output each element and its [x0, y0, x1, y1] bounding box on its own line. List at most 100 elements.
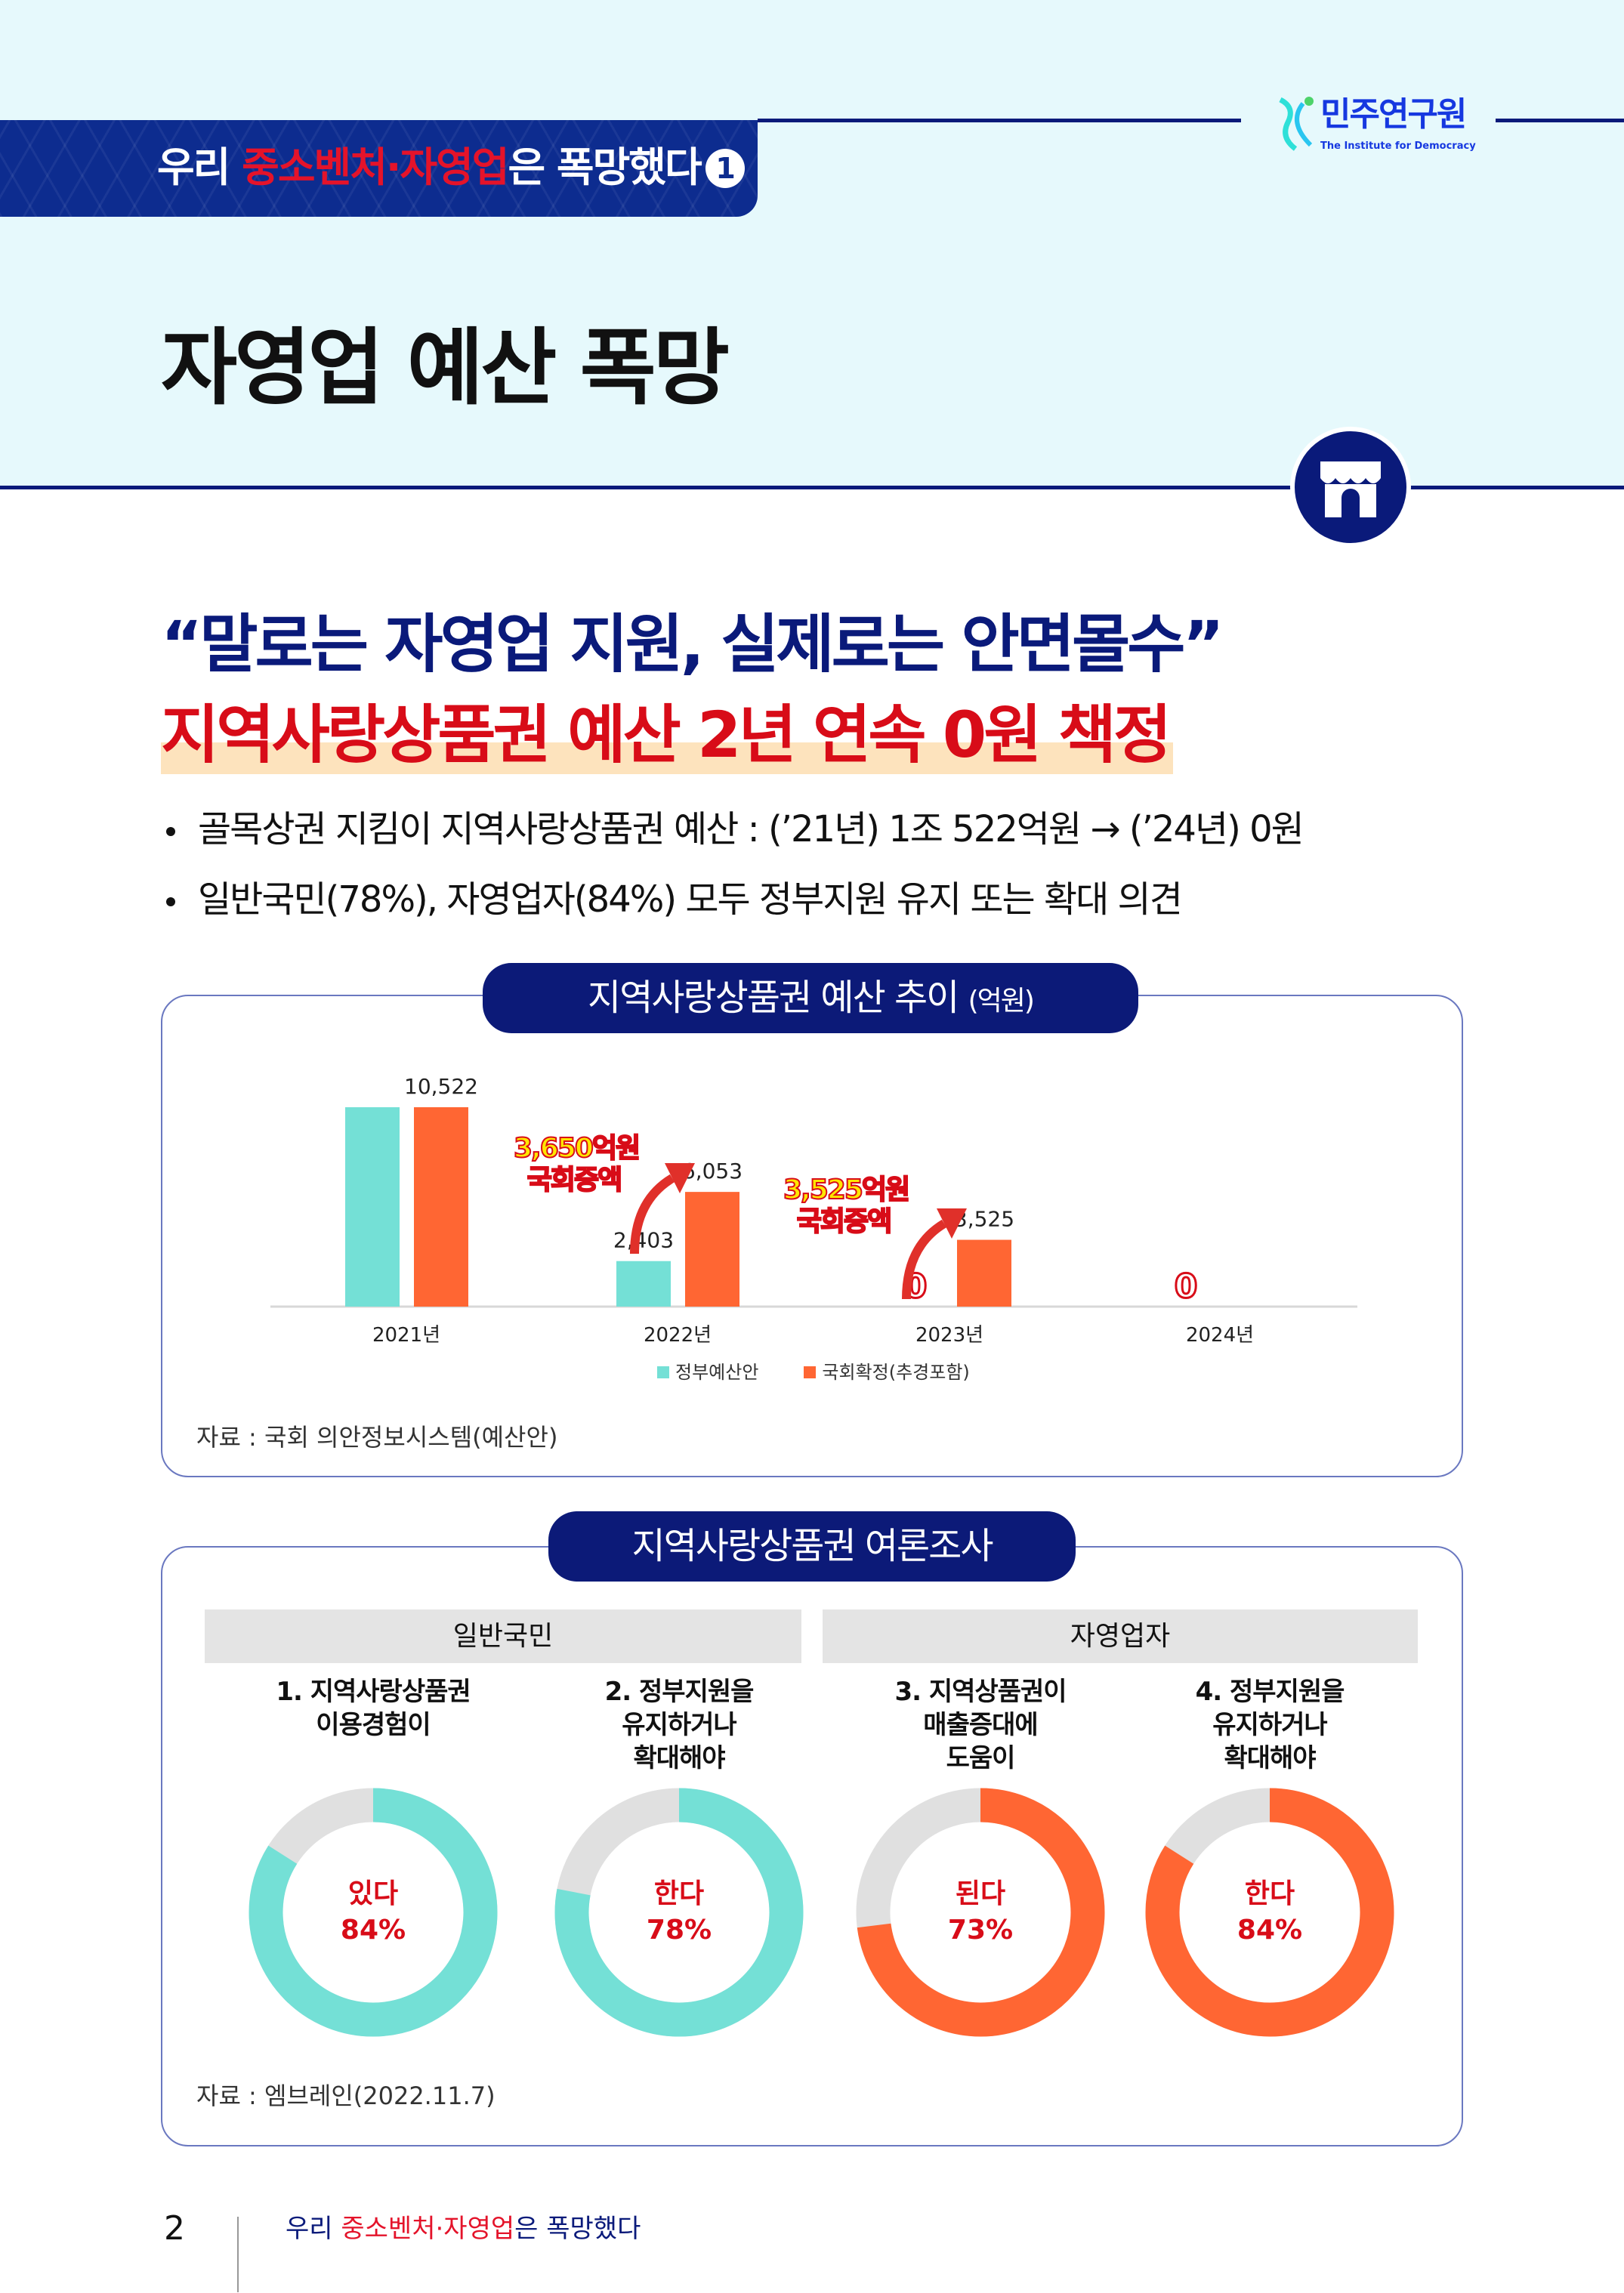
bar-assembly [414, 1107, 468, 1307]
survey-question-line: 3. 지역상품권이 [894, 1677, 1067, 1707]
survey-question-line: 유지하거나 [622, 1710, 736, 1740]
legend-label: 정부예산안 [675, 1362, 759, 1383]
group-general-public: 일반국민 [205, 1609, 801, 1663]
survey-question-line: 4. 정부지원을 [1195, 1677, 1345, 1707]
survey-question: 1. 지역사랑상품권 이용경험이 [230, 1675, 517, 1742]
donut-chart [249, 1788, 498, 2037]
bar-gov [345, 1107, 400, 1307]
bullet-item: 골목상권 지킴이 지역사랑상품권 예산 : (’21년) 1조 522억원 → … [166, 807, 1304, 852]
series-banner [0, 120, 758, 217]
increase-arrow-icon [902, 1208, 967, 1300]
donut-chart [856, 1788, 1105, 2037]
x-tick-label: 2024년 [1186, 1324, 1254, 1347]
legend-assembly: 국회확정(추경포함) [804, 1361, 970, 1384]
legend-label: 국회확정(추경포함) [822, 1362, 970, 1383]
storefront-icon [1290, 427, 1411, 548]
legend-swatch [657, 1366, 669, 1378]
page-title: 자영업 예산 폭망 [161, 319, 730, 416]
donut-label: 한다 78% [604, 1876, 755, 1949]
donut-answer: 한다 [1244, 1878, 1295, 1909]
x-tick-label: 2022년 [644, 1324, 712, 1347]
donut-chart [1145, 1788, 1394, 2037]
donut-percent: 73% [947, 1915, 1014, 1946]
bar-gov [616, 1261, 671, 1307]
donut-label: 있다 84% [298, 1876, 449, 1949]
chart-legend: 정부예산안 국회확정(추경포함) [657, 1361, 970, 1384]
banner-number: 1 [705, 149, 745, 188]
bar-assembly [685, 1192, 739, 1307]
header-bottom-rule [0, 486, 1624, 489]
group-self-employed: 자영업자 [823, 1609, 1418, 1663]
bullet-item: 일반국민(78%), 자영업자(84%) 모두 정부지원 유지 또는 확대 의견 [166, 877, 1183, 922]
survey-question-line: 확대해야 [1224, 1743, 1316, 1773]
donut-percent: 84% [340, 1915, 406, 1946]
header-band [0, 0, 1624, 487]
chart-source: 자료 : 국회 의안정보시스템(예산안) [196, 1423, 558, 1452]
donut-chart [554, 1788, 804, 2037]
data-label: 10,522 [404, 1074, 478, 1099]
data-label: 6,053 [682, 1159, 743, 1184]
headline-highlight [161, 742, 1173, 774]
bar-assembly [957, 1239, 1011, 1307]
survey-question: 4. 정부지원을 유지하거나 확대해야 [1126, 1675, 1413, 1775]
footer-suffix: 은 폭망했다 [514, 2214, 641, 2244]
donut-answer: 한다 [653, 1878, 705, 1909]
bullet-dot-icon [166, 827, 175, 836]
survey-question-line: 확대해야 [633, 1743, 725, 1773]
chart-unit: (억원) [968, 986, 1035, 1017]
logo-subtitle: The Institute for Democracy [1320, 140, 1476, 152]
headline-main: 지역사랑상품권 예산 2년 연속 0원 책정 [161, 698, 1172, 772]
increase-arrow-icon [630, 1163, 695, 1255]
header-rule [1496, 119, 1624, 122]
donut-percent: 84% [1237, 1915, 1303, 1946]
survey-question-line: 1. 지역사랑상품권 [276, 1677, 471, 1707]
header-rule [758, 119, 1241, 122]
survey-source: 자료 : 엠브레인(2022.11.7) [196, 2082, 496, 2110]
annotation-amount: 3,650억원 [513, 1132, 641, 1165]
annotation-2023: 3,525억원 국회증액 [783, 1174, 911, 1238]
data-label: 2,403 [613, 1228, 674, 1253]
bullet-dot-icon [166, 897, 175, 906]
x-tick-label: 2023년 [915, 1324, 983, 1347]
survey-question-line: 매출증대에 [923, 1710, 1038, 1740]
survey-question-line: 도움이 [946, 1743, 1016, 1773]
donut-percent: 78% [646, 1915, 712, 1946]
legend-gov: 정부예산안 [657, 1361, 758, 1384]
logo-name: 민주연구원 [1320, 95, 1467, 134]
survey-question-line: 이용경험이 [316, 1710, 431, 1740]
chart-title-text: 지역사랑상품권 예산 추이 [588, 977, 959, 1019]
bullet-text: 골목상권 지킴이 지역사랑상품권 예산 : (’21년) 1조 522억원 → … [198, 808, 1304, 850]
bullet-text: 일반국민(78%), 자영업자(84%) 모두 정부지원 유지 또는 확대 의견 [198, 878, 1183, 921]
annotation-amount: 3,525억원 [783, 1174, 911, 1206]
x-tick-label: 2021년 [372, 1324, 440, 1347]
banner-prefix: 우리 [157, 144, 242, 191]
footer-highlight: 중소벤처·자영업 [341, 2214, 515, 2244]
bar-chart: 2021년10,5222022년2,4036,0532023년03,525202… [270, 1074, 1357, 1347]
page-number: 2 [164, 2209, 185, 2248]
footer-divider [237, 2217, 239, 2292]
survey-question-line: 유지하거나 [1212, 1710, 1327, 1740]
donut-answer: 된다 [955, 1878, 1006, 1909]
survey-question: 2. 정부지원을 유지하거나 확대해야 [536, 1675, 823, 1775]
data-label: 0 [1175, 1267, 1198, 1306]
annotation-label: 국회증액 [796, 1205, 893, 1238]
headline-quote: “말로는 자영업 지원, 실제로는 안면몰수” [161, 607, 1224, 681]
series-title: 우리 중소벤처·자영업은 폭망했다 1 [157, 144, 745, 192]
donut-answer: 있다 [347, 1878, 399, 1909]
footer-prefix: 우리 [286, 2214, 341, 2244]
budget-chart-title: 지역사랑상품권 예산 추이 (억원) [483, 963, 1138, 1033]
logo-icon [1279, 97, 1314, 151]
donut-value-arc [554, 1788, 804, 2037]
donut-value-arc [856, 1788, 1105, 2037]
donut-label: 한다 84% [1194, 1876, 1345, 1949]
footer-title: 우리 중소벤처·자영업은 폭망했다 [286, 2213, 641, 2245]
legend-swatch [804, 1366, 817, 1378]
survey-question-line: 2. 정부지원을 [604, 1677, 755, 1707]
survey-title: 지역사랑상품권 여론조사 [548, 1511, 1076, 1582]
donut-value-arc [1145, 1788, 1394, 2037]
banner-suffix: 은 폭망했다 [508, 144, 702, 191]
annotation-label: 국회증액 [526, 1164, 623, 1196]
survey-question: 3. 지역상품권이 매출증대에 도움이 [837, 1675, 1124, 1775]
annotation-2022: 3,650억원 국회증액 [513, 1132, 641, 1196]
banner-highlight: 중소벤처·자영업 [242, 144, 509, 191]
